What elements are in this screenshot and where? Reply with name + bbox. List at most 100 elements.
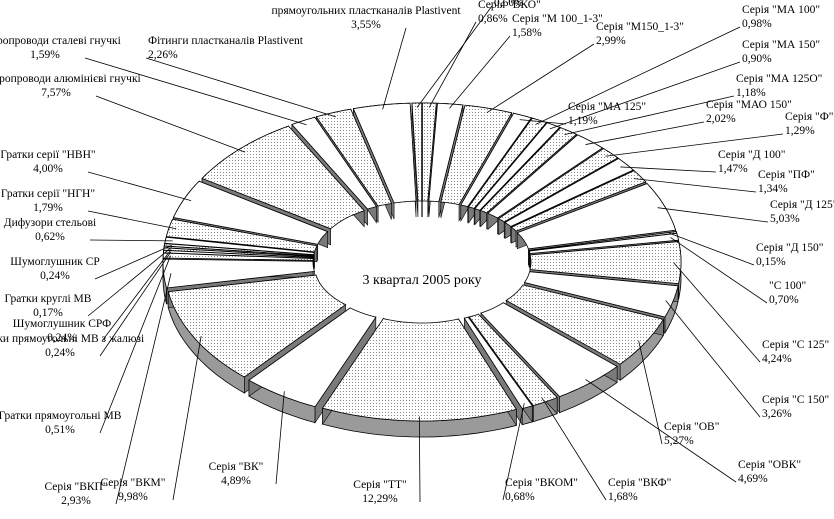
leader-line bbox=[416, 5, 493, 108]
slice-label: Шумоглушник СРФ 0,24% bbox=[13, 318, 111, 344]
slice-label: Гратки круглі МВ 0,17% bbox=[5, 293, 92, 319]
leader-line bbox=[145, 57, 336, 118]
pie-slice bbox=[172, 180, 329, 245]
pie-slice bbox=[528, 231, 678, 252]
leader-line bbox=[275, 391, 285, 485]
leader-line bbox=[657, 207, 769, 223]
slice-label: Серія "МА 100" 0,98% bbox=[742, 4, 820, 30]
slice-label: Серія "ПФ" 1,34% bbox=[758, 169, 815, 195]
pie-slice bbox=[463, 316, 533, 410]
pie-slice bbox=[467, 117, 548, 209]
leader-line bbox=[418, 416, 421, 503]
slice-label: Серія "ВКФ" 1,68% bbox=[608, 477, 671, 503]
slice-label: Серія "Ф" 1,29% bbox=[785, 111, 834, 137]
slice-label: Гратки серії "НВН" 4,00% bbox=[0, 149, 95, 175]
pie-slice bbox=[163, 243, 315, 257]
leader-line bbox=[605, 133, 784, 157]
leader-line bbox=[84, 57, 307, 126]
pie-slice bbox=[163, 249, 314, 259]
slice-label: Серія "С 125" 4,24% bbox=[762, 339, 829, 365]
slice-label: прямоугольних пластканалів Plastivent 3,5… bbox=[271, 5, 461, 31]
pie-slice bbox=[163, 245, 314, 257]
slice-label: Серія "ОВ" 5,27% bbox=[664, 421, 719, 447]
leader-line bbox=[172, 336, 202, 501]
leader-line bbox=[670, 237, 768, 304]
pie-slice bbox=[528, 232, 679, 254]
pie-slice bbox=[165, 218, 318, 253]
slice-label: Серія "М150_1-3" 2,99% bbox=[596, 21, 684, 47]
pie-slice bbox=[504, 158, 635, 227]
slice-label: Серія "ВКО" 0,86% bbox=[478, 0, 541, 25]
leader-line bbox=[585, 121, 705, 145]
slice-label: Серія "М 100_1-3" 1,58% bbox=[512, 13, 603, 39]
leader-line bbox=[89, 239, 173, 242]
leader-line bbox=[633, 178, 757, 193]
slice-label: Серія "ВКП" 2,93% bbox=[44, 481, 107, 507]
pie-slice bbox=[523, 271, 679, 318]
slice-label: Серія "МАО 150" 2,02% bbox=[706, 99, 792, 125]
slice-label: Шумоглушник СР 0,24% bbox=[10, 256, 100, 282]
leader-line bbox=[101, 249, 172, 342]
slice-label: Серія "Д 150" 0,15% bbox=[756, 242, 823, 268]
pie-slice bbox=[167, 274, 347, 378]
pie-slice bbox=[164, 236, 315, 256]
slice-label: Серія "С 150" 3,26% bbox=[762, 394, 829, 420]
leader-line bbox=[638, 340, 663, 445]
pie-slice bbox=[428, 102, 464, 203]
pie-slice bbox=[480, 302, 618, 398]
leader-line bbox=[665, 300, 761, 418]
leader-line bbox=[585, 379, 737, 483]
pie-slice bbox=[201, 125, 365, 230]
leader-line bbox=[99, 251, 172, 357]
leader-line bbox=[87, 247, 172, 317]
leader-line bbox=[486, 43, 595, 114]
pie-slice bbox=[422, 102, 437, 202]
slice-label: Серія "МА 150" 0,90% bbox=[742, 39, 820, 65]
leader-line bbox=[94, 244, 172, 280]
leader-line bbox=[449, 35, 511, 109]
slice-label: 0,60% bbox=[494, 0, 524, 9]
leader-line bbox=[382, 27, 407, 110]
slice-label: Серія "ТТ" 12,29% bbox=[353, 479, 406, 505]
leader-line bbox=[535, 26, 741, 125]
slice-label: Серія "ВКОМ" 0,68% bbox=[505, 477, 578, 503]
leader-line bbox=[87, 210, 177, 230]
leader-line bbox=[428, 21, 477, 108]
slice-label: Серія "МА 125" 1,19% bbox=[568, 101, 646, 127]
pie-slice bbox=[411, 102, 423, 202]
slice-label: Серія "ВК" 4,89% bbox=[209, 461, 264, 487]
leader-line bbox=[87, 171, 192, 202]
pie-slice bbox=[516, 183, 677, 250]
leader-line bbox=[115, 273, 172, 505]
slice-label: Гратки серії "НГН" 1,79% bbox=[1, 188, 95, 214]
leader-line bbox=[549, 61, 741, 130]
slice-label: Фітинги пластканалів Plastivent 2,26% bbox=[148, 35, 304, 61]
leader-line bbox=[564, 95, 735, 135]
pie-slice bbox=[468, 313, 558, 407]
pie-slice bbox=[479, 127, 578, 214]
leader-line bbox=[99, 255, 171, 434]
leader-line bbox=[95, 95, 246, 153]
slice-label: Гратки прямоугольні МВ 0,51% bbox=[0, 410, 122, 436]
pie-slice bbox=[529, 241, 682, 285]
pie-slice bbox=[321, 318, 517, 422]
pie-slice bbox=[474, 122, 561, 211]
slice-label: "С 100" 0,70% bbox=[769, 280, 806, 306]
leader-line bbox=[519, 119, 567, 125]
pie-slice bbox=[460, 112, 532, 207]
pie-slice bbox=[487, 134, 604, 219]
pie-slice bbox=[248, 307, 377, 408]
pie-slice bbox=[291, 116, 378, 210]
leader-line bbox=[502, 403, 525, 501]
leader-line bbox=[541, 397, 607, 501]
pie-slice bbox=[352, 102, 417, 204]
leader-line bbox=[669, 232, 755, 266]
chart-title: 3 квартал 2005 року bbox=[363, 273, 482, 288]
pie-slice bbox=[510, 170, 647, 232]
leader-line bbox=[673, 262, 761, 363]
